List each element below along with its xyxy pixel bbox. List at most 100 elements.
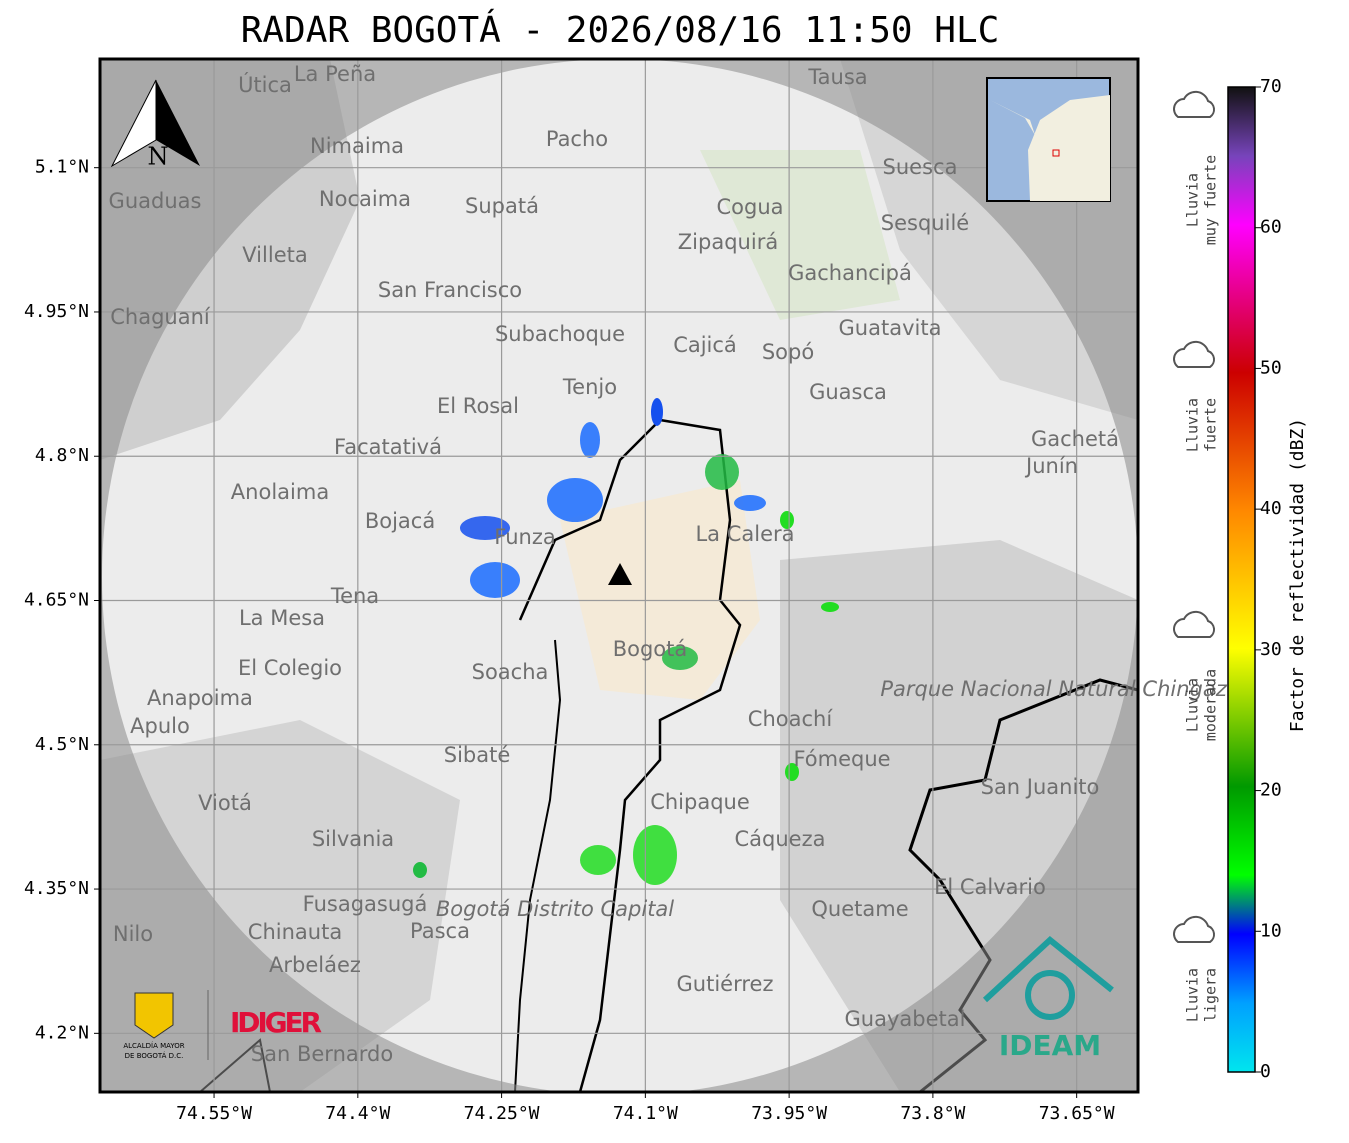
intensity-label: ligera — [1202, 968, 1220, 1022]
place-label: Funza — [494, 525, 555, 549]
weather-icon — [1173, 90, 1215, 118]
intensity-label: moderada — [1202, 669, 1220, 741]
place-label: San Francisco — [378, 278, 522, 302]
place-label: Chinauta — [248, 920, 342, 944]
place-label: Sibaté — [444, 743, 511, 767]
north-label: N — [148, 143, 169, 171]
y-tick-label: 4.65°N — [24, 590, 89, 611]
place-label: Viotá — [198, 791, 252, 815]
x-tick-label: 73.8°W — [900, 1103, 965, 1124]
place-label: Parque Nacional Natural Chingaza — [880, 677, 1239, 701]
weather-icon — [1173, 340, 1215, 368]
y-tick-label: 5.1°N — [35, 157, 89, 178]
colorbar-tick-label: 70 — [1260, 76, 1282, 97]
place-label: Nilo — [113, 922, 153, 946]
place-label: Pacho — [546, 127, 608, 151]
place-label: Villeta — [242, 243, 307, 267]
weather-icon — [1173, 915, 1215, 943]
intensity-label: Lluvia — [1184, 173, 1202, 227]
place-label: Apulo — [130, 714, 190, 738]
place-label: Guaduas — [109, 189, 202, 213]
colorbar-label: Factor de reflectividad (dBZ) — [1287, 418, 1308, 732]
title: RADAR BOGOTÁ - 2026/08/16 11:50 HLC — [241, 9, 1000, 51]
radar-echoes — [413, 398, 839, 885]
place-label: Gutiérrez — [677, 972, 774, 996]
place-label: Guayabetal — [845, 1007, 966, 1031]
place-label: La Peña — [294, 62, 376, 86]
place-label: Útica — [238, 72, 292, 97]
place-label: La Mesa — [239, 606, 325, 630]
place-label: San Juanito — [981, 775, 1100, 799]
x-tick-label: 74.4°W — [325, 1103, 390, 1124]
place-label: Cajicá — [673, 333, 737, 357]
place-label: La Calera — [695, 522, 794, 546]
y-tick-label: 4.5°N — [35, 734, 89, 755]
place-label: Guatavita — [839, 316, 942, 340]
place-label: Gachancipá — [788, 261, 912, 285]
idiger-logo: IDIGER — [230, 1006, 322, 1039]
y-tick-label: 4.95°N — [24, 301, 89, 322]
place-label: Nimaima — [310, 134, 404, 158]
place-label: Choachí — [748, 707, 834, 731]
place-label: Guasca — [809, 380, 887, 404]
place-label: Subachoque — [495, 322, 625, 346]
y-tick-label: 4.2°N — [35, 1022, 89, 1043]
ideam-text: IDEAM — [999, 1029, 1101, 1062]
place-label: El Rosal — [437, 394, 519, 418]
place-label: San Bernardo — [251, 1042, 393, 1066]
place-label: Soacha — [472, 660, 549, 684]
place-label: Fómeque — [793, 747, 890, 771]
colorbar-tick-label: 40 — [1260, 498, 1282, 519]
place-label: Suesca — [883, 155, 958, 179]
place-label: Chipaque — [650, 790, 750, 814]
place-label: Cogua — [716, 195, 783, 219]
place-label: Tausa — [807, 65, 867, 89]
alcaldia-logo: ALCALDÍA MAYOR DE BOGOTÁ D.C. IDIGER — [123, 990, 322, 1060]
place-label: Quetame — [811, 897, 908, 921]
place-label: Zipaquirá — [678, 230, 778, 254]
place-label: Sopó — [762, 340, 814, 364]
place-label: Facatativá — [334, 435, 442, 459]
intensity-label: fuerte — [1202, 398, 1220, 452]
intensity-label: muy fuerte — [1202, 155, 1220, 245]
x-tick-label: 74.25°W — [464, 1103, 540, 1124]
x-tick-label: 73.95°W — [751, 1103, 827, 1124]
place-label: Gachetá — [1031, 427, 1119, 451]
place-label: Tena — [330, 584, 379, 608]
intensity-label: Lluvia — [1184, 678, 1202, 732]
place-label: Junín — [1024, 454, 1078, 478]
ideam-logo: IDEAM — [982, 936, 1114, 1062]
alcaldia-text: ALCALDÍA MAYOR — [123, 1041, 184, 1050]
place-label: El Colegio — [238, 656, 342, 680]
x-tick-label: 73.65°W — [1039, 1103, 1115, 1124]
place-label: Silvania — [312, 827, 394, 851]
place-label: Arbeláez — [269, 953, 361, 977]
y-tick-label: 4.35°N — [24, 878, 89, 899]
x-tick-label: 74.1°W — [613, 1103, 678, 1124]
place-label: Sesquilé — [881, 211, 969, 235]
place-label: Chaguaní — [110, 305, 211, 329]
plot-frame — [98, 57, 1140, 1094]
colorbar — [1227, 86, 1256, 1073]
place-label: Tenjo — [562, 375, 617, 399]
colorbar-tick-label: 0 — [1260, 1061, 1271, 1082]
intensity-label: Lluvia — [1184, 398, 1202, 452]
place-label: El Calvario — [934, 875, 1046, 899]
place-label: Pasca — [410, 919, 470, 943]
radar-site — [608, 563, 632, 585]
colorbar-tick-label: 10 — [1260, 920, 1282, 941]
place-label: Fusagasugá — [303, 892, 428, 916]
inset-map — [986, 77, 1111, 202]
place-label: Anapoima — [147, 686, 253, 710]
colorbar-tick-label: 60 — [1260, 217, 1282, 238]
y-tick-label: 4.8°N — [35, 445, 89, 466]
place-label: Bojacá — [365, 509, 435, 533]
place-label: Nocaima — [319, 187, 411, 211]
place-label: Bogotá — [613, 637, 688, 661]
place-label: Supatá — [465, 194, 539, 218]
place-label: Anolaima — [231, 480, 329, 504]
colorbar-ticks: 0 10 20 30 40 50 60 70 — [1255, 76, 1282, 1082]
